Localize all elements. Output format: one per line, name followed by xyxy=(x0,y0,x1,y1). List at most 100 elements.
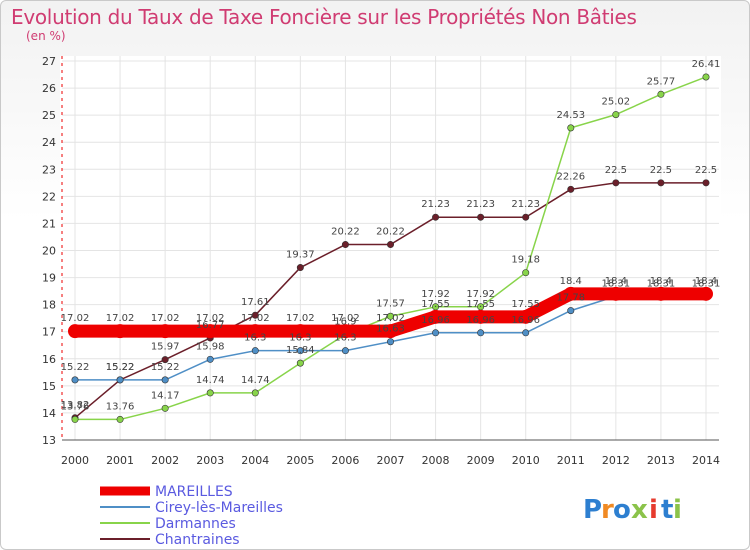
x-tick-label: 2001 xyxy=(106,454,134,467)
data-label: 17.55 xyxy=(511,299,540,310)
data-label: 15.22 xyxy=(106,362,135,373)
legend-entry: Darmannes xyxy=(155,516,236,532)
data-label: 17.02 xyxy=(331,313,360,324)
data-point xyxy=(386,338,394,346)
data-label: 18.4 xyxy=(695,276,717,287)
y-tick-label: 26 xyxy=(42,82,56,95)
data-point xyxy=(206,355,214,363)
data-label: 17.02 xyxy=(61,313,90,324)
y-tick-label: 24 xyxy=(42,136,56,149)
y-tick-label: 20 xyxy=(42,245,56,258)
x-tick-label: 2003 xyxy=(196,454,224,467)
data-point xyxy=(702,73,710,81)
y-tick-label: 15 xyxy=(42,380,56,393)
y-tick-label: 18 xyxy=(42,299,56,312)
data-label: 18.31 xyxy=(602,278,631,289)
data-label: 16.63 xyxy=(376,324,405,335)
y-tick-label: 14 xyxy=(42,407,56,420)
data-point xyxy=(567,185,575,193)
data-label: 19.18 xyxy=(511,255,540,266)
data-point xyxy=(567,124,575,132)
y-tick-label: 13 xyxy=(42,434,56,447)
brand-logo-letter: r xyxy=(601,495,614,525)
data-point xyxy=(161,356,169,364)
data-label: 21.23 xyxy=(421,199,450,210)
chart-subtitle: (en %) xyxy=(26,29,66,43)
data-point xyxy=(161,404,169,412)
brand-logo-letter: i xyxy=(649,495,658,525)
data-point xyxy=(116,376,124,384)
data-point xyxy=(383,324,398,339)
data-label: 15.22 xyxy=(151,362,180,373)
data-label: 16.96 xyxy=(466,315,495,326)
brand-logo-letter: x xyxy=(631,495,648,525)
data-label: 18.4 xyxy=(650,276,672,287)
x-tick-label: 2012 xyxy=(602,454,630,467)
data-point xyxy=(612,179,620,187)
data-label: 16.3 xyxy=(244,333,266,344)
brand-logo-letter: i xyxy=(673,495,682,525)
brand-logo-letter: o xyxy=(613,495,631,525)
data-point xyxy=(338,324,353,339)
y-tick-label: 17 xyxy=(42,326,56,339)
y-tick-label: 16 xyxy=(42,353,56,366)
data-point xyxy=(296,264,304,272)
data-label: 25.77 xyxy=(647,76,676,87)
data-point xyxy=(296,359,304,367)
data-point xyxy=(477,213,485,221)
data-point xyxy=(113,324,128,339)
data-point xyxy=(341,347,349,355)
data-label: 14.74 xyxy=(196,375,225,386)
data-label: 13.76 xyxy=(61,401,90,412)
data-point xyxy=(522,329,530,337)
legend-entry: MAREILLES xyxy=(155,484,233,500)
data-label: 14.17 xyxy=(151,390,180,401)
data-label: 26.41 xyxy=(692,59,721,70)
data-label: 15.98 xyxy=(196,341,225,352)
data-label: 15.97 xyxy=(151,342,180,353)
data-point xyxy=(158,324,173,339)
data-label: 17.55 xyxy=(466,299,495,310)
data-point xyxy=(296,347,304,355)
data-point xyxy=(203,324,218,339)
data-point xyxy=(251,311,259,319)
data-point xyxy=(702,179,710,187)
x-tick-label: 2013 xyxy=(647,454,675,467)
x-tick-label: 2004 xyxy=(241,454,269,467)
y-tick-label: 23 xyxy=(42,163,56,176)
data-point xyxy=(657,179,665,187)
data-label: 17.92 xyxy=(421,289,450,300)
data-label: 17.61 xyxy=(241,297,270,308)
data-point xyxy=(653,286,668,301)
data-point xyxy=(657,90,665,98)
data-label: 17.02 xyxy=(151,313,180,324)
brand-logo-letter: P xyxy=(583,495,602,525)
data-label: 15.84 xyxy=(286,345,315,356)
data-label: 17.02 xyxy=(376,313,405,324)
y-tick-label: 21 xyxy=(42,217,56,230)
y-tick-label: 25 xyxy=(42,109,56,122)
data-label: 21.23 xyxy=(466,199,495,210)
data-label: 22.26 xyxy=(556,171,585,182)
x-tick-label: 2007 xyxy=(377,454,405,467)
data-point xyxy=(248,324,263,339)
data-label: 15.22 xyxy=(61,362,90,373)
data-label: 16.96 xyxy=(421,315,450,326)
x-tick-label: 2010 xyxy=(512,454,540,467)
data-label: 16.3 xyxy=(334,333,356,344)
data-point xyxy=(522,213,530,221)
data-label: 25.02 xyxy=(602,97,631,108)
data-point xyxy=(71,376,79,384)
data-label: 17.78 xyxy=(556,293,585,304)
data-point xyxy=(428,309,443,324)
data-point xyxy=(699,286,713,301)
legend-entry: Cirey-lès-Mareilles xyxy=(155,500,283,516)
data-label: 17.02 xyxy=(196,313,225,324)
data-label: 17.57 xyxy=(376,298,405,309)
data-point xyxy=(68,324,82,339)
data-point xyxy=(518,309,533,324)
data-point xyxy=(563,286,578,301)
brand-logo-letter: t xyxy=(661,495,673,525)
data-label: 22.5 xyxy=(650,165,672,176)
data-label: 17.02 xyxy=(241,313,270,324)
